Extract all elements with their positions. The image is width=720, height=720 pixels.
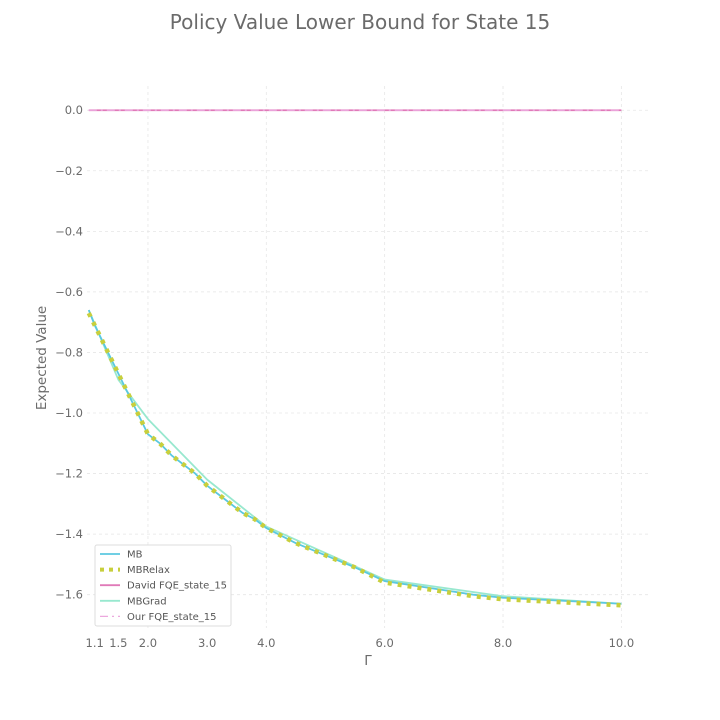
y-tick-label: 0.0 [65, 103, 83, 117]
y-tick-label: −1.4 [55, 527, 83, 541]
legend-label: MBRelax [127, 565, 170, 576]
y-tick-label: −1.0 [55, 406, 83, 420]
x-tick-label: 4.0 [257, 636, 275, 650]
series-line-mbrelax [86, 312, 622, 608]
legend-box [94, 544, 232, 627]
x-tick-label: 2.0 [139, 636, 157, 650]
x-tick-label: 6.0 [376, 636, 394, 650]
x-tick-label: 1.1 [86, 636, 104, 650]
y-axis-ticks: 0.0 −0.2 −0.4 −0.6 −0.8 −1.0 −1.2 −1.4 −1.6 [55, 103, 83, 601]
x-axis-label: Γ [364, 653, 372, 669]
series-layer [86, 109, 622, 608]
x-tick-label: 10.0 [609, 636, 635, 650]
y-tick-label: −0.8 [55, 345, 83, 359]
y-axis-label: Expected Value [34, 306, 50, 410]
x-tick-label: 8.0 [494, 636, 512, 650]
x-tick-label: 3.0 [198, 636, 216, 650]
legend: MB MBRelax David FQE_state_15 MBGrad Our FQE… [94, 544, 232, 627]
x-tick-label: 1.5 [109, 636, 127, 650]
y-tick-label: −1.6 [55, 588, 83, 602]
y-tick-label: −0.2 [55, 164, 83, 178]
legend-label: MBGrad [127, 596, 167, 607]
x-axis-ticks: 1.1 1.5 2.0 3.0 4.0 6.0 8.0 10.0 [86, 636, 635, 650]
legend-label: David FQE_state_15 [127, 581, 227, 592]
legend-label: MB [127, 550, 143, 561]
y-tick-label: −1.2 [55, 467, 83, 481]
y-tick-label: −0.6 [55, 285, 83, 299]
legend-label: Our FQE_state_15 [127, 612, 217, 623]
y-tick-label: −0.4 [55, 224, 83, 238]
chart-title: Policy Value Lower Bound for State 15 [170, 10, 550, 34]
grid [87, 86, 648, 628]
